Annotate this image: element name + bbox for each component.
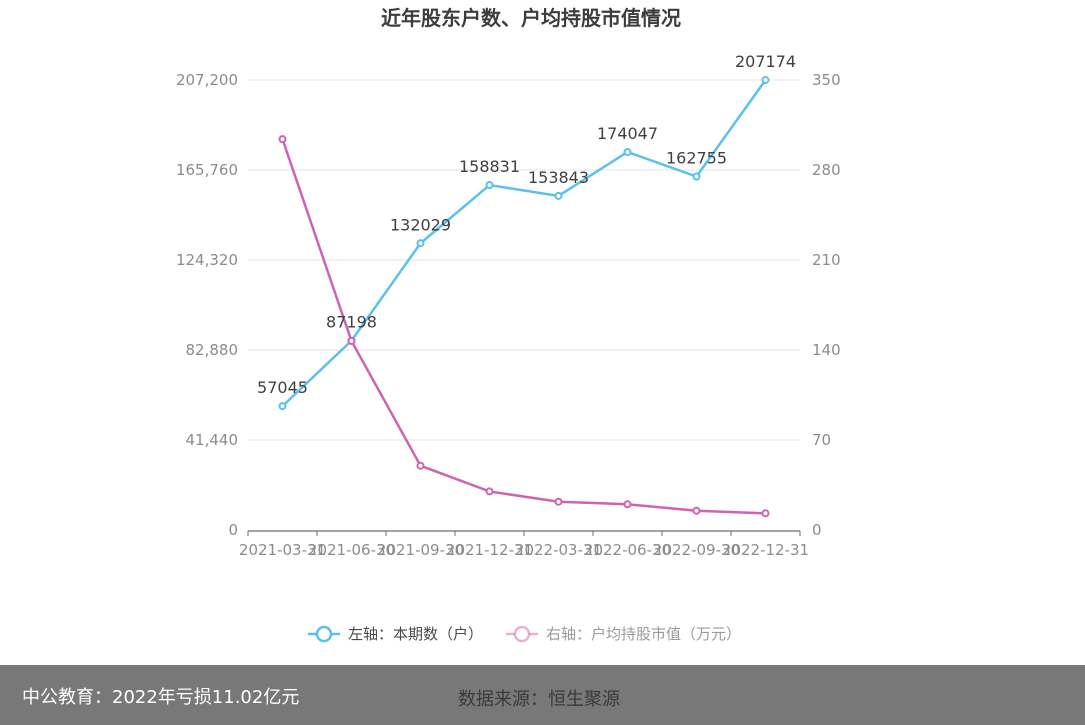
- data-label: 158831: [459, 157, 520, 176]
- x-tick-label: 2021-06-30: [308, 541, 395, 559]
- left-tick-label: 41,440: [186, 431, 239, 449]
- series-1-point: [485, 181, 494, 190]
- data-label: 57045: [257, 378, 308, 397]
- right-tick-label: 280: [812, 161, 841, 179]
- data-label: 153843: [528, 168, 589, 187]
- data-label: 87198: [326, 313, 377, 332]
- series-1-point: [623, 148, 632, 157]
- series-1-point: [416, 239, 425, 248]
- right-tick-label: 350: [812, 71, 841, 89]
- x-tick-label: 2022-12-31: [722, 541, 809, 559]
- legend-swatch-marker-2: [513, 625, 531, 643]
- series: [278, 76, 770, 518]
- axes: 0 0 41,440 70 82,880 140 124,320 210 165,760 280 2…: [176, 71, 841, 559]
- series-2-point: [623, 500, 632, 509]
- x-tick-label: 2021-09-30: [377, 541, 464, 559]
- chart-title: 近年股东户数、户均持股市值情况: [381, 6, 681, 30]
- legend[interactable]: 左轴：本期数（户） 右轴：户均持股市值（万元）: [308, 625, 741, 643]
- footer-headline: 中公教育：2022年亏损11.02亿元: [22, 687, 300, 708]
- grid: [248, 79, 800, 441]
- left-tick-label: 207,200: [176, 71, 238, 89]
- series-line-2: [281, 138, 766, 515]
- x-tick-label: 2021-12-31: [446, 541, 533, 559]
- chart: 近年股东户数、户均持股市值情况 0 0 41,440 70 82,880 140 124,3…: [176, 6, 841, 643]
- data-label: 132029: [390, 215, 451, 234]
- left-tick-label: 165,760: [176, 161, 238, 179]
- legend-label-2: 右轴：户均持股市值（万元）: [546, 625, 741, 643]
- data-label: 207174: [735, 52, 796, 71]
- series-2-point: [761, 509, 770, 518]
- data-labels: 57045 87198 132029 158831 153843 174047 162755…: [257, 52, 796, 397]
- series-2-point: [416, 461, 425, 470]
- right-tick-label: 70: [812, 431, 831, 449]
- series-line-1: [281, 79, 767, 408]
- legend-label-1: 左轴：本期数（户）: [348, 625, 483, 643]
- series-1-point: [554, 191, 563, 200]
- series-1-point: [692, 172, 701, 181]
- footer-bar: 中公教育：2022年亏损11.02亿元 数据来源：恒生聚源: [0, 665, 1085, 725]
- left-tick-label: 0: [228, 521, 238, 539]
- left-tick-label: 124,320: [176, 251, 238, 269]
- series-1-point: [278, 402, 287, 411]
- left-tick-label: 82,880: [186, 341, 239, 359]
- series-1-point: [761, 76, 770, 85]
- series-2-point: [485, 487, 494, 496]
- series-2-point: [347, 337, 356, 345]
- data-label: 162755: [666, 149, 727, 168]
- footer-source: 数据来源：恒生聚源: [458, 689, 620, 710]
- data-label: 174047: [597, 124, 658, 143]
- series-2-point: [692, 506, 701, 515]
- right-tick-label: 210: [812, 251, 841, 269]
- x-tick-label: 2022-03-31: [515, 541, 602, 559]
- x-tick-label: 2022-09-30: [653, 541, 740, 559]
- right-tick-label: 140: [812, 341, 841, 359]
- x-tick-label: 2021-03-31: [239, 541, 326, 559]
- legend-swatch-marker-1: [315, 625, 333, 643]
- series-2-point: [278, 135, 287, 144]
- x-tick-label: 2022-06-30: [584, 541, 671, 559]
- series-2-point: [554, 497, 563, 506]
- right-tick-label: 0: [812, 521, 822, 539]
